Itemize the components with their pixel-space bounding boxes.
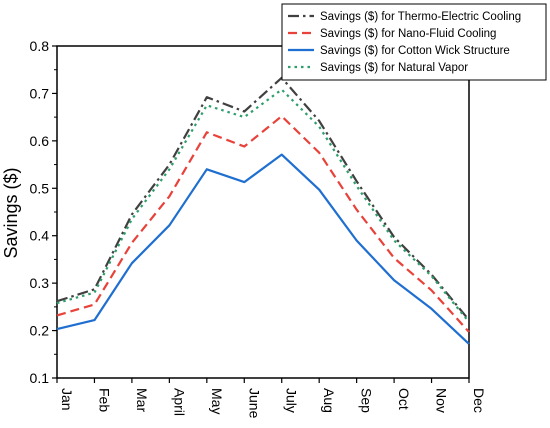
- x-tick-label: May: [209, 388, 225, 414]
- y-tick-label: 0.2: [30, 323, 50, 339]
- legend-label: Savings ($) for Nano-Fluid Cooling: [320, 28, 496, 40]
- legend-label: Savings ($) for Thermo-Electric Cooling: [320, 11, 521, 23]
- x-axis-ticks: Jan Feb Mar April May June July Aug Sep Oct Nov Dec: [56, 378, 487, 419]
- x-tick-label: Feb: [96, 388, 112, 412]
- y-tick-label: 0.3: [30, 275, 50, 291]
- legend: Savings ($) for Thermo-Electric Cooling S…: [281, 3, 547, 81]
- legend-label: Savings ($) for Cotton Wick Structure: [320, 45, 510, 57]
- series-line-1: [56, 76, 470, 321]
- x-tick-label: Jan: [59, 388, 75, 411]
- x-tick-label: July: [284, 388, 300, 413]
- x-tick-label: Dec: [471, 388, 487, 413]
- y-tick-label: 0.5: [30, 180, 50, 196]
- x-tick-label: Nov: [434, 388, 450, 413]
- y-axis-ticks: 0.1 0.2 0.3 0.4 0.5 0.6 0.7 0.8: [30, 38, 57, 386]
- y-tick-label: 0.8: [30, 38, 50, 54]
- y-tick-label: 0.7: [30, 85, 50, 101]
- x-tick-label: Oct: [396, 388, 412, 410]
- series-line-3: [56, 153, 470, 345]
- y-tick-label: 0.4: [30, 228, 50, 244]
- legend-label: Savings ($) for Natural Vapor: [320, 62, 468, 74]
- y-axis-label: Savings ($): [1, 167, 21, 258]
- x-tick-label: June: [246, 388, 262, 419]
- series-line-4: [56, 88, 470, 323]
- x-tick-label: Mar: [134, 388, 150, 412]
- legend-box: [281, 3, 547, 81]
- series-line-2: [56, 115, 470, 333]
- x-tick-label: Aug: [321, 388, 337, 413]
- x-tick-label: April: [171, 388, 187, 416]
- y-tick-label: 0.6: [30, 133, 50, 149]
- series-layer: [56, 76, 470, 345]
- y-tick-label: 0.1: [30, 370, 50, 386]
- x-tick-label: Sep: [359, 388, 375, 413]
